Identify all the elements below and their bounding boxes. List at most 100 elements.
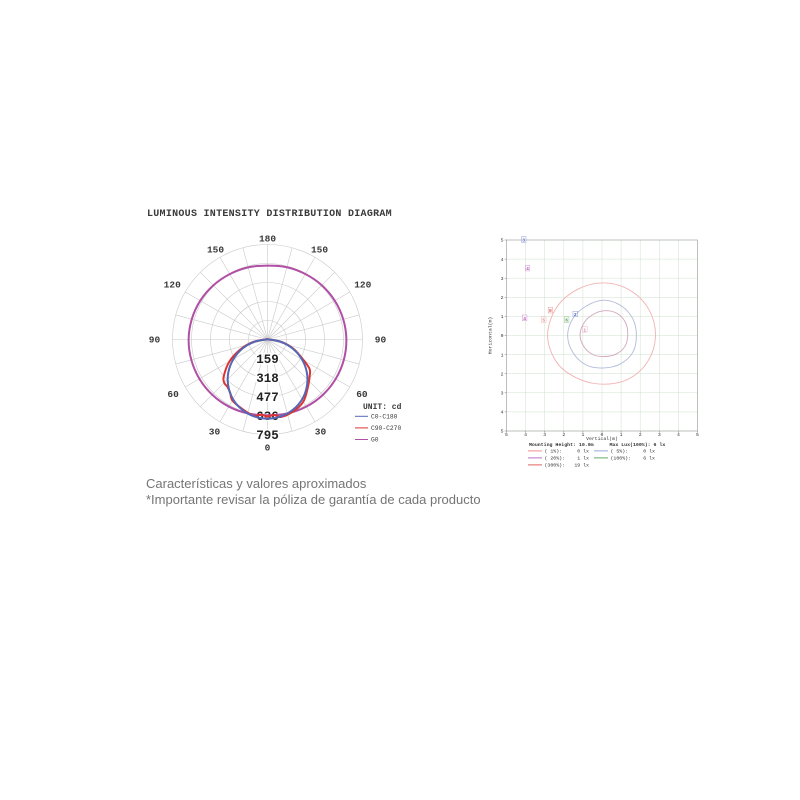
polar-ring-value-label: 477 xyxy=(256,391,279,405)
iso-point-marker xyxy=(564,316,570,323)
iso-y-tick-label: 0 xyxy=(501,333,504,339)
iso-point-label: 1 xyxy=(583,327,586,333)
footer-note-2: *Importante revisar la póliza de garantí… xyxy=(146,492,481,507)
iso-legend-value: 6 lx xyxy=(643,456,655,462)
iso-x-tick-label: 5 xyxy=(505,432,508,438)
iso-contour-middle xyxy=(567,299,637,369)
iso-point-marker xyxy=(541,316,547,323)
iso-info-maxlux: Max Lux(100%): 6 lx xyxy=(610,442,666,448)
iso-point-label: 5 xyxy=(542,318,545,324)
polar-spoke xyxy=(200,272,268,340)
iso-x-tick-label: 1 xyxy=(581,432,584,438)
iso-info-line: Mounting Height: 10.0m Max Lux(100%): 6 l… xyxy=(529,442,665,448)
iso-point-marker xyxy=(522,314,528,321)
intensity-curve-C0-C180 xyxy=(226,338,309,420)
polar-angle-label: 120 xyxy=(164,280,181,291)
iso-legend-label: (300%): xyxy=(545,463,566,469)
polar-intensity-chart: 1593184776367950303060609090120120150150… xyxy=(149,234,402,454)
iso-legend-label: ( 1%): xyxy=(545,449,563,455)
iso-x-tick-label: 2 xyxy=(639,432,642,438)
iso-y-tick-label: 5 xyxy=(501,429,504,435)
polar-spoke xyxy=(267,339,316,422)
polar-angle-label: 120 xyxy=(354,280,371,291)
iso-y-tick-label: 2 xyxy=(501,371,504,377)
polar-spoke xyxy=(200,339,268,407)
polar-ring-value-label: 318 xyxy=(256,372,279,386)
polar-spoke xyxy=(267,257,316,340)
polar-angle-label: 90 xyxy=(375,335,387,346)
polar-legend: UNIT: cd C0-C180 C90-C270 G0 xyxy=(355,403,402,444)
polar-angle-label: 90 xyxy=(149,335,161,346)
polar-angle-label: 0 xyxy=(265,443,271,454)
iso-point-label: 6 xyxy=(565,318,568,324)
polar-spoke xyxy=(185,339,268,388)
iso-x-tick-label: 3 xyxy=(658,432,661,438)
polar-angle-label: 150 xyxy=(311,244,328,255)
iso-contours xyxy=(547,282,656,385)
iso-legend-value: 1 lx xyxy=(577,456,589,462)
polar-spoke xyxy=(267,339,293,432)
iso-x-tick-label: 5 xyxy=(696,432,699,438)
iso-y-tick-label: 2 xyxy=(501,295,504,301)
iso-info-mounting: Mounting Height: 10.0m xyxy=(529,442,594,448)
iso-point-label: 3 xyxy=(522,238,525,244)
polar-spoke xyxy=(185,291,268,340)
polar-angle-label: 180 xyxy=(259,234,276,245)
iso-legend: ( 1%): 0 lx ( 5%): 0 lx ( 20%): 1 lx (100%): 6 … xyxy=(528,449,655,469)
iso-contour-outer xyxy=(547,282,656,385)
iso-point-markers: 3 4 0 4 5 62 1 xyxy=(521,236,588,333)
iso-point-label: 4 xyxy=(523,316,526,322)
iso-y-tick-label: 3 xyxy=(501,391,504,397)
polar-ring-value-label: 795 xyxy=(256,429,279,443)
iso-y-tick-label: 1 xyxy=(501,352,504,358)
iso-point-marker xyxy=(582,326,588,333)
footer-notes: Características y valores aproximados *I… xyxy=(146,476,481,508)
iso-axis-label-horizontal: Horizontal(m) xyxy=(488,317,494,355)
iso-x-tick-label: 3 xyxy=(543,432,546,438)
iso-y-tick-label: 3 xyxy=(501,276,504,282)
polar-spoke xyxy=(267,272,335,340)
iso-grid xyxy=(506,239,698,432)
polar-angle-label: 30 xyxy=(315,426,327,437)
polar-spoke xyxy=(219,257,268,340)
polar-angle-label: 60 xyxy=(167,389,179,400)
polar-legend-item-label: G0 xyxy=(371,437,379,444)
iso-point-label: 4 xyxy=(526,266,529,272)
iso-ticks xyxy=(504,239,698,433)
polar-spoke xyxy=(267,247,293,340)
iso-contour-inner xyxy=(579,310,629,357)
polar-ring-value-label: 159 xyxy=(256,353,279,367)
polar-legend-item-label: C0-C180 xyxy=(371,414,398,421)
iso-point-marker xyxy=(572,311,578,317)
intensity-curve-G0 xyxy=(187,264,348,417)
isolux-contour-chart: 5 4 3 2 1 0 1 2 3 4 554321012345Horizontal(m)Verti… xyxy=(488,236,699,469)
iso-legend-label: ( 20%): xyxy=(545,456,566,462)
iso-x-tick-label: 4 xyxy=(677,432,680,438)
iso-point-marker xyxy=(547,307,553,314)
iso-x-tick-label: 4 xyxy=(524,432,527,438)
iso-y-tick-label: 4 xyxy=(501,257,504,263)
footer-note-1: Características y valores aproximados xyxy=(146,476,367,491)
polar-spoke xyxy=(267,291,350,340)
iso-point-label: 0 xyxy=(549,308,552,314)
polar-angle-label: 60 xyxy=(356,389,368,400)
iso-legend-label: ( 5%): xyxy=(611,449,629,455)
polar-spoke xyxy=(219,339,268,422)
iso-legend-value: 19 lx xyxy=(574,463,589,469)
iso-legend-value: 0 lx xyxy=(643,449,655,455)
intensity-curve-C90-C270 xyxy=(222,338,312,419)
polar-legend-unit-label: UNIT: cd xyxy=(363,403,402,412)
polar-spoke xyxy=(242,339,268,432)
polar-curves xyxy=(187,264,348,420)
iso-legend-value: 0 lx xyxy=(577,449,589,455)
polar-angle-label: 30 xyxy=(209,426,221,437)
iso-x-tick-label: 0 xyxy=(601,432,604,438)
iso-x-tick-label: 1 xyxy=(620,432,623,438)
polar-chart-title: LUMINOUS INTENSITY DISTRIBUTION DIAGRAM xyxy=(147,209,392,220)
iso-point-label: 2 xyxy=(574,312,577,318)
polar-angle-label: 150 xyxy=(207,244,224,255)
iso-y-tick-label: 5 xyxy=(501,238,504,244)
